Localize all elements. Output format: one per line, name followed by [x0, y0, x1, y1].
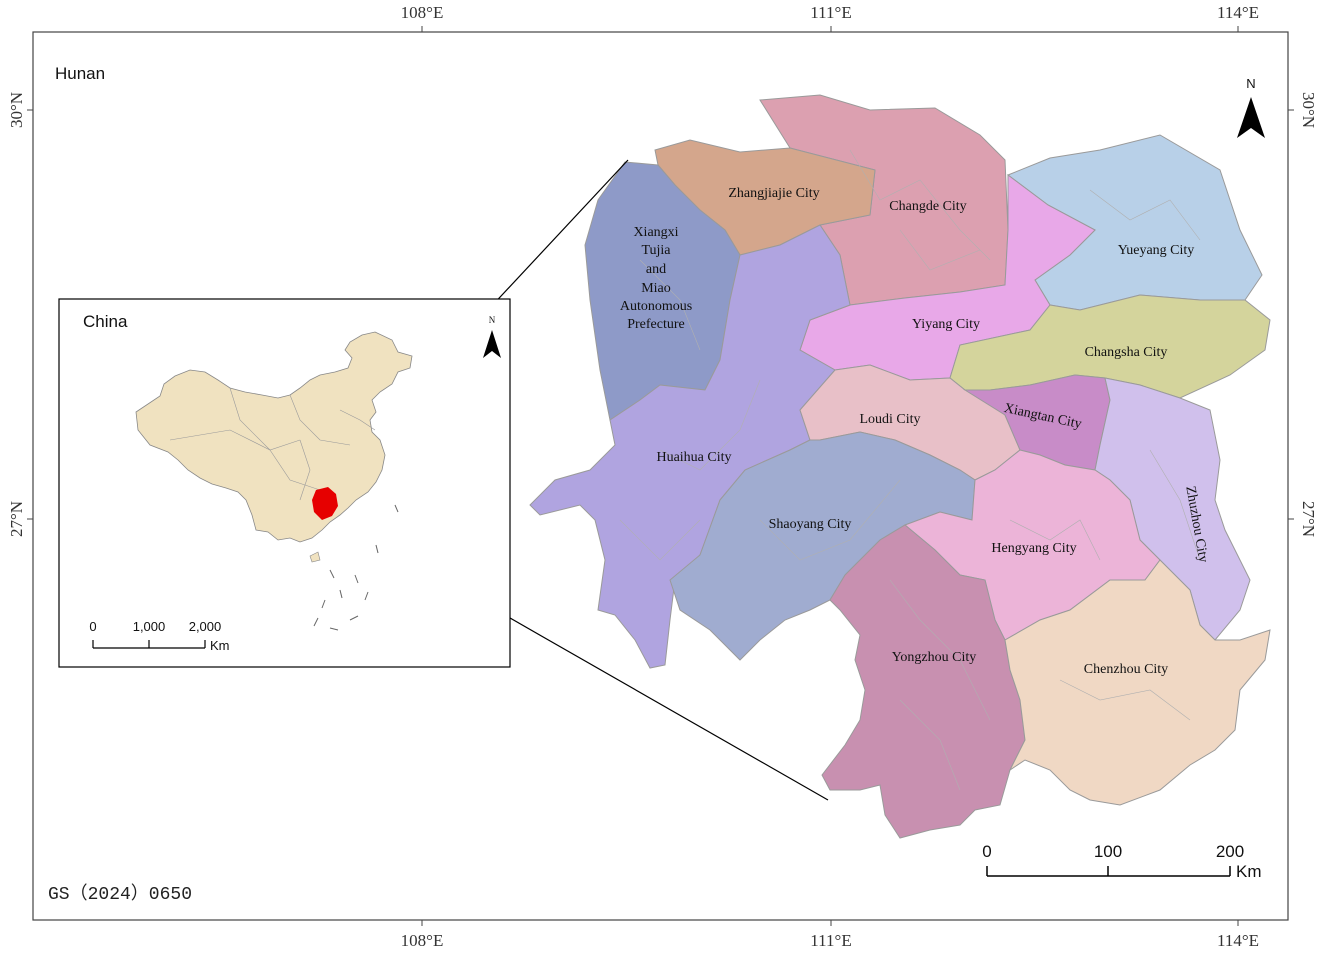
city-label-xiangxi-line-2: Tujia	[641, 243, 671, 258]
scale-tick-0: 0	[982, 842, 991, 861]
city-label-zhangjiajie: Zhangjiajie City	[728, 186, 819, 201]
hunan-highlight	[312, 487, 338, 520]
graticule-ticks	[27, 26, 1294, 926]
city-label-xiangxi: Xiangxi Tujia and Miao Autonomous Prefec…	[620, 225, 692, 332]
county-boundaries	[619, 149, 1201, 791]
city-label-huaihua: Huaihua City	[656, 450, 731, 465]
city-label-changde: Changde City	[889, 199, 966, 214]
north-arrow-label: N	[1246, 76, 1255, 91]
lon-label-top-108: 108°E	[401, 3, 444, 22]
south-china-sea-dashes	[313, 504, 399, 631]
inset-scale-tick-1000: 1,000	[133, 619, 166, 634]
city-label-chenzhou: Chenzhou City	[1084, 662, 1168, 677]
inset-north-arrow-icon: N	[483, 315, 501, 358]
china-outline	[135, 331, 413, 543]
region-huaihua[interactable]	[529, 224, 851, 669]
inset-title: China	[83, 312, 128, 331]
north-arrow-icon: N	[1237, 76, 1265, 138]
city-label-xiangxi-line-6: Prefecture	[627, 317, 685, 332]
lon-label-top-111: 111°E	[810, 3, 851, 22]
city-label-yongzhou: Yongzhou City	[892, 650, 977, 665]
inset-scale-bar: 0 1,000 2,000 Km	[89, 619, 229, 653]
lon-label-bottom-114: 114°E	[1217, 931, 1259, 950]
city-label-yueyang: Yueyang City	[1118, 243, 1195, 258]
scale-unit: Km	[1236, 862, 1262, 881]
china-inset: China N	[58, 298, 511, 668]
lon-label-bottom-108: 108°E	[401, 931, 444, 950]
lon-label-top-114: 114°E	[1217, 3, 1259, 22]
hunan-regions	[529, 94, 1271, 839]
city-label-xiangxi-line-1: Xiangxi	[633, 225, 678, 240]
lat-label-right-30: 30°N	[1299, 92, 1318, 128]
inset-scale-tick-2000: 2,000	[189, 619, 222, 634]
hainan-island	[309, 551, 321, 563]
map-title: Hunan	[55, 64, 105, 83]
inset-scale-tick-0: 0	[89, 619, 96, 634]
region-chenzhou[interactable]	[1004, 559, 1271, 806]
city-label-xiangxi-line-5: Autonomous	[620, 299, 692, 314]
lon-label-bottom-111: 111°E	[810, 931, 851, 950]
region-yongzhou[interactable]	[821, 524, 1026, 839]
city-label-xiangxi-line-3: and	[646, 262, 666, 277]
lat-label-left-27: 27°N	[7, 501, 26, 537]
city-label-shaoyang: Shaoyang City	[769, 517, 852, 532]
lat-label-left-30: 30°N	[7, 92, 26, 128]
city-label-xiangxi-line-4: Miao	[641, 281, 671, 296]
inset-scale-unit: Km	[210, 638, 230, 653]
inset-north-arrow-label: N	[489, 315, 496, 325]
scale-bar: 0 100 200 Km	[982, 842, 1261, 881]
scale-tick-200: 200	[1216, 842, 1244, 861]
city-label-yiyang: Yiyang City	[912, 317, 980, 332]
city-label-loudi: Loudi City	[859, 412, 920, 427]
scale-tick-100: 100	[1094, 842, 1122, 861]
city-label-hengyang: Hengyang City	[991, 541, 1076, 556]
city-label-changsha: Changsha City	[1085, 345, 1168, 360]
lat-label-right-27: 27°N	[1299, 501, 1318, 537]
approval-number: GS（2024）0650	[48, 883, 192, 905]
